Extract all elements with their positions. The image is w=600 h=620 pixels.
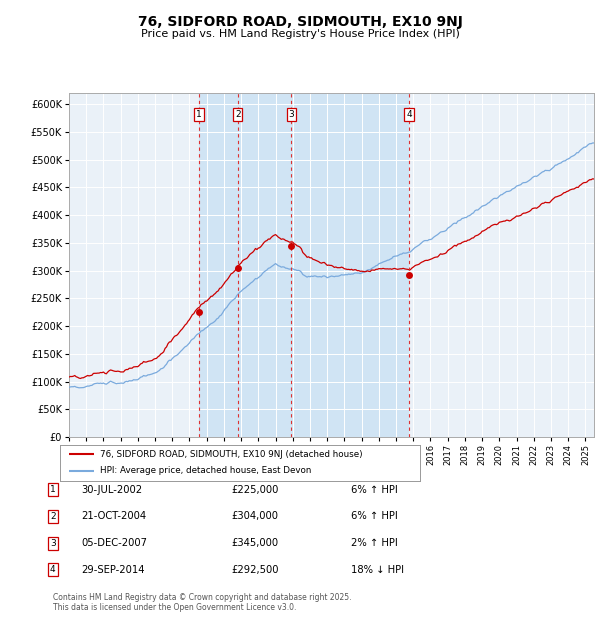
Text: 3: 3: [50, 539, 56, 547]
Text: £225,000: £225,000: [231, 485, 278, 495]
Text: 2: 2: [235, 110, 241, 118]
Text: 4: 4: [406, 110, 412, 118]
Text: Price paid vs. HM Land Registry's House Price Index (HPI): Price paid vs. HM Land Registry's House …: [140, 29, 460, 39]
Point: [287, 241, 296, 250]
Point: [233, 264, 242, 273]
Text: 3: 3: [289, 110, 294, 118]
Text: 2: 2: [50, 512, 56, 521]
Text: 21-OCT-2004: 21-OCT-2004: [81, 512, 146, 521]
Text: £345,000: £345,000: [231, 538, 278, 548]
Text: 18% ↓ HPI: 18% ↓ HPI: [351, 565, 404, 575]
Text: 2% ↑ HPI: 2% ↑ HPI: [351, 538, 398, 548]
Text: 1: 1: [50, 485, 56, 494]
Text: 6% ↑ HPI: 6% ↑ HPI: [351, 485, 398, 495]
Text: Contains HM Land Registry data © Crown copyright and database right 2025.
This d: Contains HM Land Registry data © Crown c…: [53, 593, 352, 612]
Text: 6% ↑ HPI: 6% ↑ HPI: [351, 512, 398, 521]
Text: 30-JUL-2002: 30-JUL-2002: [81, 485, 142, 495]
Text: 4: 4: [50, 565, 56, 574]
Text: HPI: Average price, detached house, East Devon: HPI: Average price, detached house, East…: [100, 466, 311, 476]
Text: £292,500: £292,500: [231, 565, 278, 575]
Point: [404, 270, 414, 280]
Text: 05-DEC-2007: 05-DEC-2007: [81, 538, 147, 548]
Text: 29-SEP-2014: 29-SEP-2014: [81, 565, 145, 575]
Point: [194, 308, 204, 317]
Text: 76, SIDFORD ROAD, SIDMOUTH, EX10 9NJ: 76, SIDFORD ROAD, SIDMOUTH, EX10 9NJ: [137, 15, 463, 29]
Bar: [199, 93, 409, 437]
Text: 1: 1: [196, 110, 202, 118]
Text: 76, SIDFORD ROAD, SIDMOUTH, EX10 9NJ (detached house): 76, SIDFORD ROAD, SIDMOUTH, EX10 9NJ (de…: [100, 450, 362, 459]
Text: £304,000: £304,000: [231, 512, 278, 521]
